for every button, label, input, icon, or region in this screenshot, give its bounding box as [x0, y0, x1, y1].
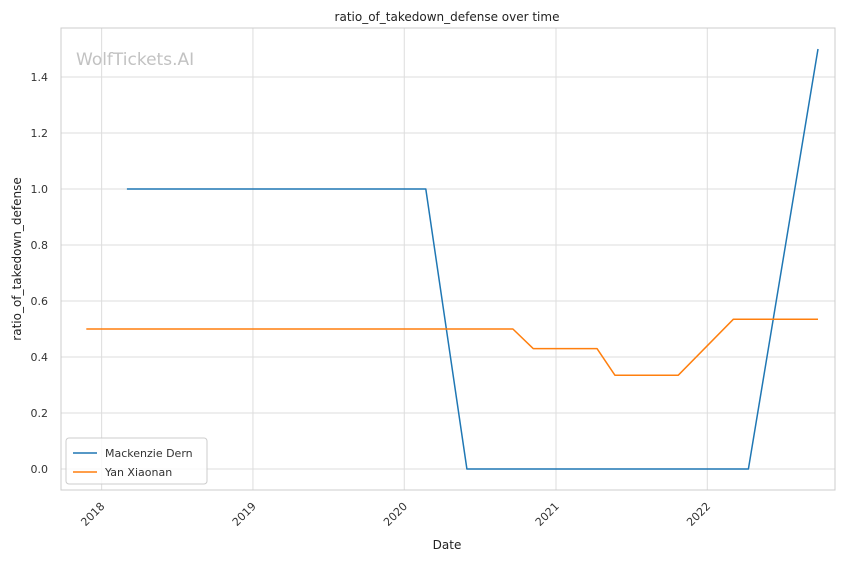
y-tick-label: 0.4	[31, 351, 49, 364]
x-axis-title: Date	[433, 538, 462, 552]
legend-label: Yan Xiaonan	[104, 466, 172, 479]
y-tick-label: 0.2	[31, 407, 49, 420]
series-line-1	[86, 318, 818, 376]
y-tick-label: 0.0	[31, 463, 49, 476]
legend: Mackenzie Dern Yan Xiaonan	[65, 437, 208, 485]
series-line-0	[126, 48, 819, 470]
y-axis-title: ratio_of_takedown_defense	[10, 177, 24, 340]
watermark-text: WolfTickets.AI	[76, 50, 194, 70]
y-tick-label: 0.8	[31, 239, 49, 252]
legend-label: Mackenzie Dern	[105, 447, 193, 460]
y-tick-labels: 0.0 0.2 0.4 0.6 0.8 1.0 1.2 1.4	[31, 71, 49, 476]
y-tick-label: 1.0	[31, 183, 49, 196]
legend-box	[65, 437, 208, 485]
plot-frame	[60, 27, 836, 491]
y-tick-label: 1.2	[31, 127, 49, 140]
y-tick-label: 1.4	[31, 71, 49, 84]
series-lines	[86, 48, 819, 470]
y-tick-label: 0.6	[31, 295, 49, 308]
chart-title: ratio_of_takedown_defense over time	[335, 10, 560, 24]
